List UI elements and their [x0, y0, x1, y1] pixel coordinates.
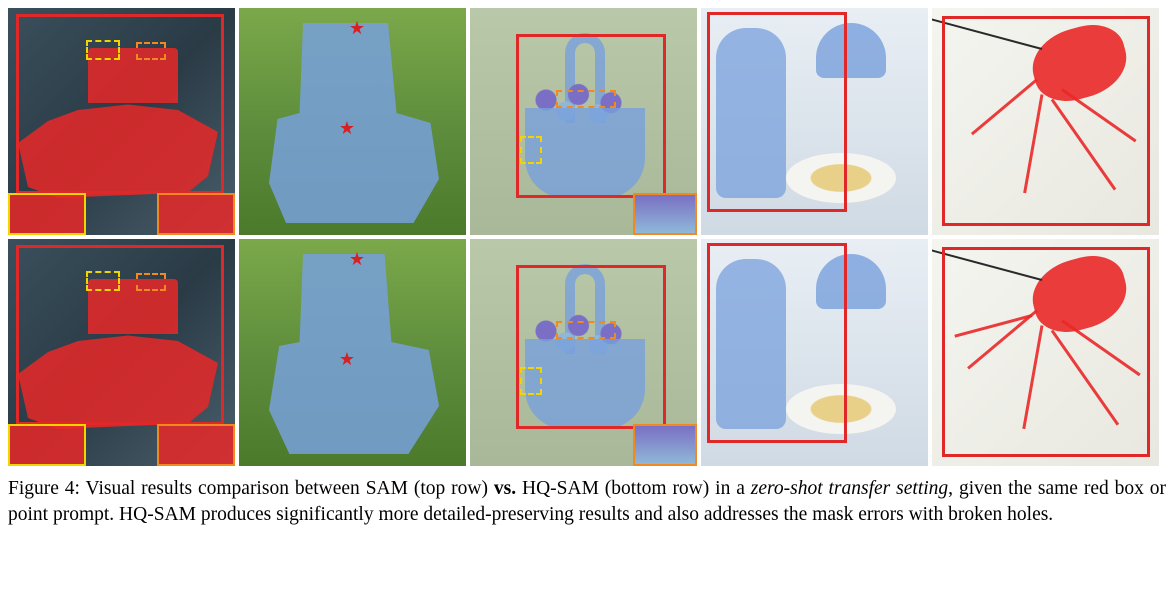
inset-yellow: [8, 193, 86, 235]
inset-orange: [633, 193, 697, 235]
person-mask: [716, 28, 786, 198]
basket-mask: [525, 339, 645, 429]
cell-hqsam-chair: ★ ★: [239, 239, 466, 466]
point-prompt-star: ★: [349, 250, 365, 268]
cell-sam-chair: ★ ★: [239, 8, 466, 235]
boat-cabin-mask: [88, 279, 178, 334]
plate: [786, 384, 896, 434]
hat-mask: [816, 254, 886, 309]
caption-text: HQ-SAM (bottom row) in a: [516, 478, 751, 499]
point-prompt-star: ★: [349, 19, 365, 37]
cell-sam-insect: [932, 8, 1159, 235]
hat-mask: [816, 23, 886, 78]
boat-cabin-mask: [88, 48, 178, 103]
basket-mask: [525, 108, 645, 198]
inset-orange: [157, 193, 235, 235]
insect-leg: [1061, 319, 1141, 376]
insect-leg: [971, 78, 1038, 135]
inset-orange: [633, 424, 697, 466]
point-prompt-star: ★: [339, 119, 355, 137]
inset-orange: [157, 424, 235, 466]
figure-label: Figure 4:: [8, 478, 80, 499]
cell-hqsam-insect: [932, 239, 1159, 466]
figure-4: ★ ★: [8, 8, 1166, 529]
image-grid: ★ ★: [8, 8, 1166, 466]
cell-hqsam-child: [701, 239, 928, 466]
insect-antenna: [932, 17, 1042, 50]
insect-leg: [1051, 330, 1119, 426]
caption-italic: zero-shot transfer setting: [751, 478, 948, 499]
plate: [786, 153, 896, 203]
boat-mask: [18, 319, 218, 429]
insect-antenna: [932, 247, 1042, 281]
person-mask: [716, 259, 786, 429]
insect-leg: [967, 309, 1038, 369]
cell-sam-boat: [8, 8, 235, 235]
cell-sam-child: [701, 8, 928, 235]
caption-vs: vs.: [494, 478, 516, 499]
insect-leg: [1061, 88, 1136, 142]
boat-mask: [18, 88, 218, 198]
caption-text: Visual results comparison between SAM (t…: [86, 478, 494, 499]
figure-caption: Figure 4: Visual results comparison betw…: [8, 476, 1166, 529]
cell-hqsam-boat: [8, 239, 235, 466]
row-hqsam: ★ ★: [8, 239, 1166, 466]
row-sam: ★ ★: [8, 8, 1166, 235]
inset-yellow: [8, 424, 86, 466]
point-prompt-star: ★: [339, 350, 355, 368]
insect-leg: [1051, 99, 1117, 191]
insect-leg: [1022, 325, 1043, 429]
cell-hqsam-basket: [470, 239, 697, 466]
insect-leg: [1023, 94, 1043, 193]
cell-sam-basket: [470, 8, 697, 235]
